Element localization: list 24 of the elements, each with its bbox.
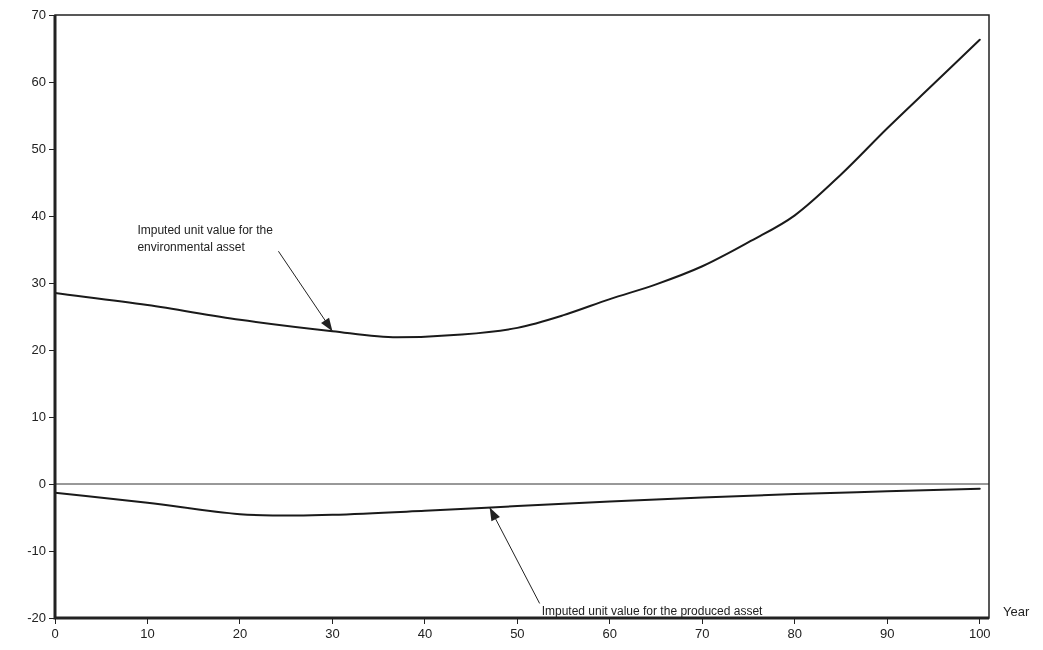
y-tick-label: 60 bbox=[31, 73, 46, 89]
y-tick-label: 30 bbox=[31, 274, 46, 290]
x-tick-label: 20 bbox=[232, 626, 248, 642]
x-tick-label: 30 bbox=[325, 626, 340, 642]
x-axis-title: Year bbox=[1003, 604, 1030, 619]
x-tick-label: 0 bbox=[51, 626, 59, 642]
y-tick-label: 40 bbox=[31, 207, 46, 223]
x-tick-label: 80 bbox=[787, 626, 803, 642]
x-tick-label: 10 bbox=[140, 626, 155, 642]
y-tick-label: 50 bbox=[31, 140, 46, 156]
y-tick-label: 70 bbox=[31, 6, 46, 22]
x-tick-label: 50 bbox=[510, 626, 525, 642]
x-tick-label: 100 bbox=[968, 626, 991, 642]
x-tick-label: 70 bbox=[695, 626, 710, 642]
x-tick-label: 60 bbox=[602, 626, 618, 642]
y-tick-label: -20 bbox=[27, 609, 46, 625]
y-tick-label: 10 bbox=[31, 408, 46, 424]
x-tick-label: 90 bbox=[880, 626, 895, 642]
annotation: Imputed unit value for the environmental asset bbox=[137, 223, 274, 255]
annotation: Imputed unit value for the produced asset bbox=[541, 604, 764, 619]
y-tick-label: 0 bbox=[38, 475, 46, 491]
y-tick-label: -10 bbox=[27, 542, 46, 558]
y-tick-label: 20 bbox=[31, 341, 46, 357]
x-tick-label: 40 bbox=[417, 626, 433, 642]
